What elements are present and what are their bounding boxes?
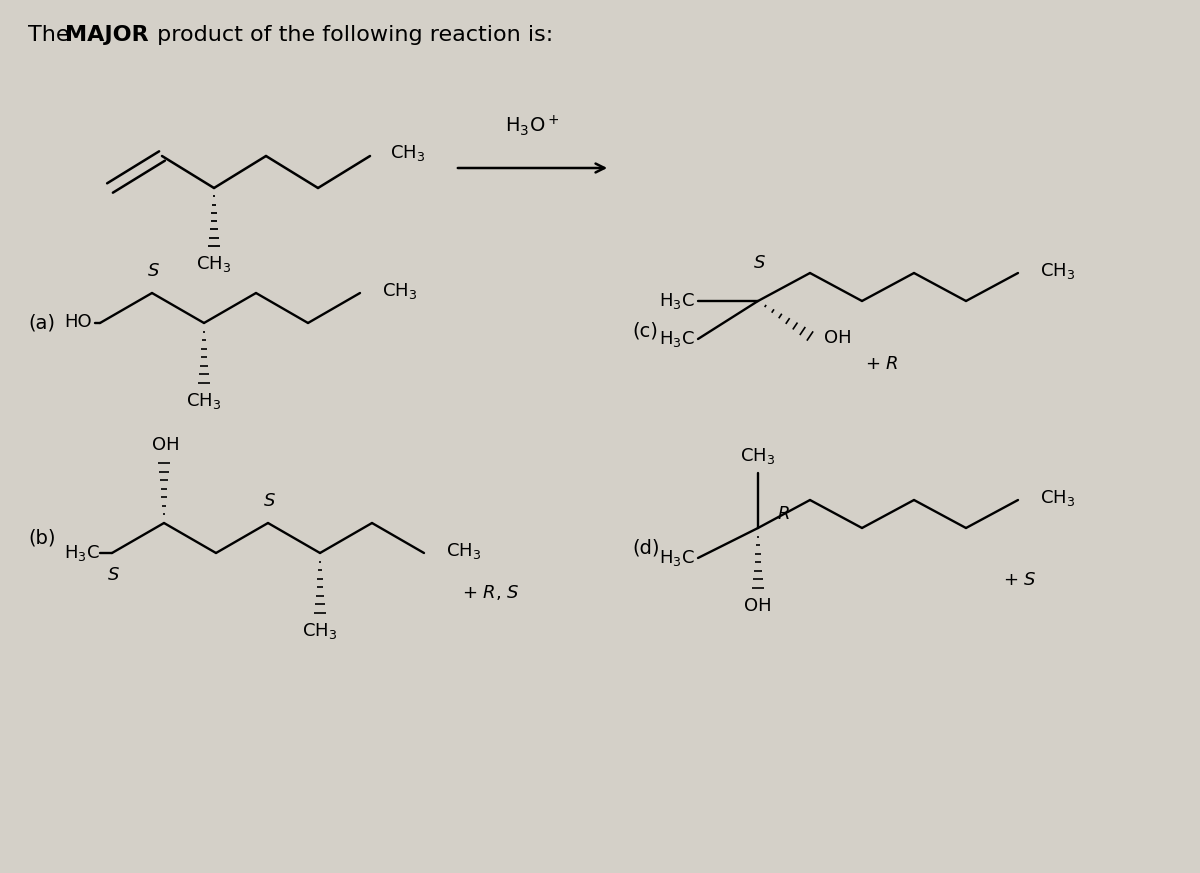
Text: S: S xyxy=(149,262,160,280)
Text: HO: HO xyxy=(65,313,92,331)
Text: The: The xyxy=(28,25,77,45)
Text: CH$_3$: CH$_3$ xyxy=(390,143,426,163)
Text: CH$_3$: CH$_3$ xyxy=(302,621,337,641)
Text: (c): (c) xyxy=(632,321,658,340)
Text: CH$_3$: CH$_3$ xyxy=(446,541,481,561)
Text: CH$_3$: CH$_3$ xyxy=(740,446,775,466)
Text: (d): (d) xyxy=(632,539,660,558)
Text: CH$_3$: CH$_3$ xyxy=(197,254,232,274)
Text: + $R$, $S$: + $R$, $S$ xyxy=(462,583,520,602)
Text: + $S$: + $S$ xyxy=(1003,571,1037,589)
Text: OH: OH xyxy=(824,329,852,347)
Text: + $R$: + $R$ xyxy=(865,355,899,373)
Text: H$_3$O$^+$: H$_3$O$^+$ xyxy=(505,113,559,138)
Text: S: S xyxy=(755,254,766,272)
Text: MAJOR: MAJOR xyxy=(65,25,149,45)
Text: CH$_3$: CH$_3$ xyxy=(186,391,222,411)
Text: H$_3$C: H$_3$C xyxy=(659,329,695,349)
Text: CH$_3$: CH$_3$ xyxy=(1040,261,1075,281)
Text: H$_3$C: H$_3$C xyxy=(659,548,695,568)
Text: S: S xyxy=(108,566,120,584)
Text: (a): (a) xyxy=(28,313,55,333)
Text: product of the following reaction is:: product of the following reaction is: xyxy=(150,25,553,45)
Text: (b): (b) xyxy=(28,528,55,547)
Text: H$_3$C: H$_3$C xyxy=(659,291,695,311)
Text: OH: OH xyxy=(744,597,772,615)
Text: CH$_3$: CH$_3$ xyxy=(1040,488,1075,508)
Text: H$_3$C: H$_3$C xyxy=(64,543,100,563)
Text: OH: OH xyxy=(152,436,180,454)
Text: CH$_3$: CH$_3$ xyxy=(383,281,418,301)
Text: R: R xyxy=(778,505,791,523)
Text: S: S xyxy=(264,492,276,510)
